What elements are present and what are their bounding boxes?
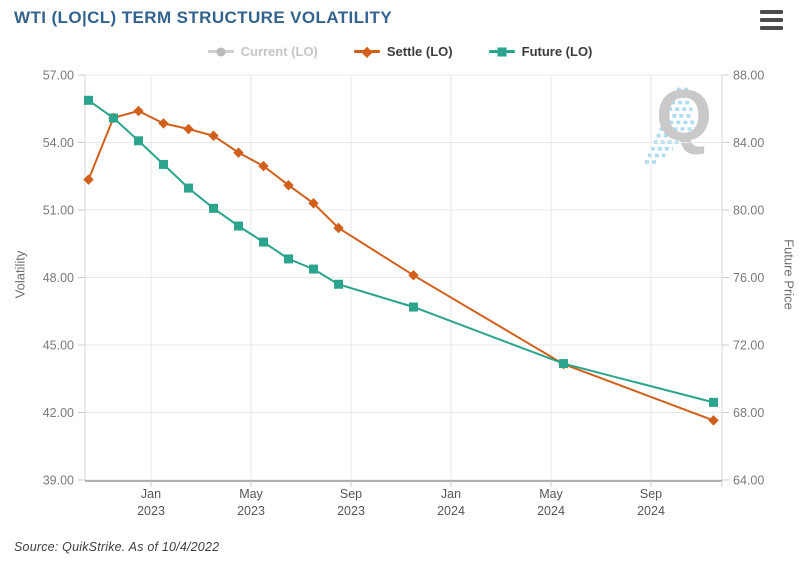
y-tick-label-left: 45.00 [43, 338, 74, 352]
data-point-diamond[interactable] [183, 123, 194, 135]
source-note: Source: QuikStrike. As of 10/4/2022 [14, 540, 220, 554]
y-axis-left-labels: 57.00 54.00 51.00 48.00 45.00 42.00 39.00 [43, 68, 74, 487]
legend-item-settle[interactable]: Settle (LO) [353, 44, 453, 59]
x-tick-label-year: 2023 [337, 504, 365, 518]
x-tick-label-year: 2023 [137, 504, 165, 518]
y-tick-label-left: 39.00 [43, 473, 74, 487]
y-tick-label-left: 57.00 [43, 68, 74, 82]
data-point-square[interactable] [309, 264, 318, 274]
x-tick-label-year: 2024 [437, 504, 465, 518]
data-point-square[interactable] [234, 221, 243, 231]
axis-ticks [78, 74, 729, 487]
series-line [87, 109, 714, 422]
horizontal-gridlines [85, 74, 722, 481]
data-point-square[interactable] [259, 237, 268, 247]
y-tick-label-left: 51.00 [43, 203, 74, 217]
x-axis-labels: Jan 2023 May 2023 Sep 2023 Jan 2024 May 2024 Sep 20… [137, 487, 665, 518]
data-point-square[interactable] [134, 136, 143, 146]
y-axis-title-right: Future Price [781, 239, 797, 310]
legend-label: Settle (LO) [386, 44, 453, 59]
x-tick-label-month: Sep [340, 487, 362, 501]
data-point-diamond[interactable] [158, 118, 169, 129]
data-point-diamond[interactable] [258, 160, 269, 172]
y-tick-label-right: 80.00 [733, 203, 764, 217]
hamburger-bar [760, 26, 783, 30]
data-point-diamond[interactable] [283, 180, 294, 191]
y-tick-label-right: 88.00 [733, 68, 764, 82]
data-point-square[interactable] [209, 203, 218, 213]
x-tick-label-month: Jan [141, 487, 161, 501]
data-point-square[interactable] [334, 279, 343, 289]
y-tick-label-right: 72.00 [733, 338, 764, 352]
y-axis-right-labels: 88.00 84.00 80.00 76.00 72.00 68.00 64.00 [733, 68, 764, 487]
hamburger-bar [760, 18, 783, 22]
y-tick-label-left: 48.00 [43, 271, 74, 285]
data-point-square[interactable] [284, 254, 293, 264]
hamburger-menu-icon[interactable] [760, 10, 783, 30]
data-point-square[interactable] [559, 359, 568, 369]
data-point-square[interactable] [159, 159, 168, 169]
series-future[interactable] [84, 95, 718, 407]
hamburger-bar [760, 10, 783, 14]
x-tick-label-year: 2024 [537, 504, 565, 518]
data-point-diamond[interactable] [408, 270, 419, 281]
x-tick-label-month: May [539, 487, 563, 501]
square-marker-icon [497, 47, 507, 56]
data-point-diamond[interactable] [208, 130, 219, 141]
x-tick-label-year: 2023 [237, 504, 265, 518]
y-tick-label-left: 54.00 [43, 136, 74, 150]
data-point-square[interactable] [709, 397, 718, 407]
y-tick-label-right: 68.00 [733, 406, 764, 420]
y-tick-label-right: 76.00 [733, 271, 764, 285]
vertical-gridlines [150, 75, 652, 480]
series-settle[interactable] [83, 105, 719, 426]
data-point-diamond[interactable] [233, 147, 244, 158]
y-axis-title-left: Volatility [12, 250, 28, 299]
data-point-square[interactable] [109, 113, 118, 123]
legend-line [488, 47, 515, 56]
x-tick-label-month: May [239, 487, 263, 501]
data-point-diamond[interactable] [83, 174, 94, 185]
legend-item-current[interactable]: Current (LO) [207, 44, 318, 59]
legend-line [353, 46, 380, 57]
chart-legend: Current (LO) Settle (LO) Future (LO) [0, 44, 800, 59]
series-line [87, 99, 714, 404]
x-tick-label-month: Jan [441, 487, 461, 501]
data-point-diamond[interactable] [708, 415, 719, 426]
circle-marker-icon [216, 47, 226, 56]
legend-label: Future (LO) [521, 44, 593, 59]
legend-item-future[interactable]: Future (LO) [488, 44, 593, 59]
y-tick-label-right: 64.00 [733, 473, 764, 487]
x-tick-label-year: 2024 [637, 504, 665, 518]
data-point-square[interactable] [84, 95, 93, 105]
data-point-diamond[interactable] [308, 198, 319, 209]
legend-line [207, 47, 234, 56]
data-point-square[interactable] [409, 302, 418, 312]
x-tick-label-month: Sep [640, 487, 662, 501]
data-point-diamond[interactable] [133, 105, 144, 117]
data-point-square[interactable] [184, 183, 193, 193]
data-point-diamond[interactable] [333, 222, 344, 234]
legend-label: Current (LO) [240, 44, 318, 59]
y-tick-label-left: 42.00 [43, 406, 74, 420]
page-title: WTI (LO|CL) TERM STRUCTURE VOLATILITY [14, 8, 393, 27]
y-tick-label-right: 84.00 [733, 136, 764, 150]
